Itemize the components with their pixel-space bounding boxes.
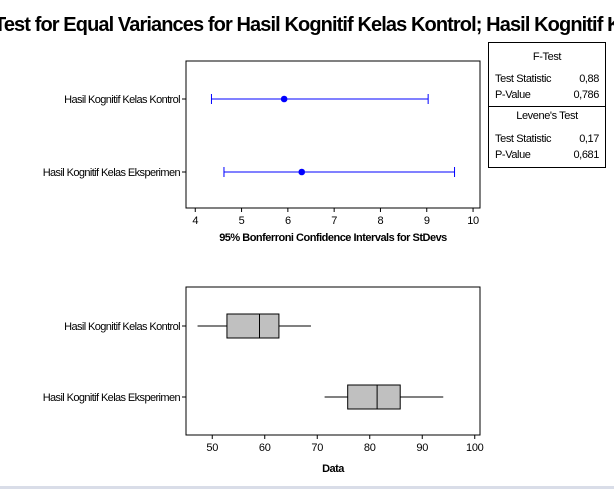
category-label: Hasil Kognitif Kelas Eksperimen: [43, 167, 181, 179]
category-label: Hasil Kognitif Kelas Eksperimen: [43, 392, 181, 404]
ci-point-estimate: [280, 95, 288, 103]
boxplot-frame: [185, 286, 481, 436]
x-tick-label: 60: [259, 442, 271, 454]
chart-title: Test for Equal Variances for Hasil Kogni…: [0, 14, 614, 36]
levene-statistic-label: Test Statistic: [495, 133, 552, 145]
iqr-box: [347, 384, 401, 410]
levene-heading: Levene's Test: [516, 110, 578, 122]
interval-plot: Hasil Kognitif Kelas Kontrol Hasil Kognit…: [43, 94, 479, 244]
x-tick-label: 90: [416, 442, 428, 454]
x-tick-label: 5: [239, 215, 245, 227]
levene-pvalue-label: P-Value: [495, 149, 531, 161]
f-test-pvalue-label: P-Value: [495, 89, 531, 101]
x-tick-label: 7: [331, 215, 337, 227]
interval-plot-frame: [185, 60, 481, 209]
x-tick-label: 8: [378, 215, 384, 227]
x-tick-label: 50: [206, 442, 218, 454]
levene-statistic-value: 0,17: [579, 133, 599, 145]
x-tick-label: 4: [192, 215, 198, 227]
stats-legend: F-Test Test Statistic 0,88 P-Value 0,786…: [488, 42, 606, 168]
boxplot-plot: Hasil Kognitif Kelas Kontrol Hasil Kognit…: [43, 313, 484, 475]
bottom-edge-strip: [0, 486, 614, 489]
category-label: Hasil Kognitif Kelas Kontrol: [64, 321, 180, 333]
f-test-heading: F-Test: [532, 51, 562, 63]
f-test-pvalue-value: 0,786: [573, 89, 599, 101]
f-test-statistic-label: Test Statistic: [495, 73, 552, 85]
f-test-statistic-value: 0,88: [579, 73, 599, 85]
levene-pvalue-value: 0,681: [573, 149, 599, 161]
x-tick-label: 9: [424, 215, 430, 227]
x-tick-label: 100: [466, 442, 484, 454]
category-label: Hasil Kognitif Kelas Kontrol: [64, 94, 180, 106]
x-tick-label: 80: [364, 442, 376, 454]
x-tick-label: 6: [285, 215, 291, 227]
ci-point-estimate: [298, 168, 306, 176]
x-axis-title: 95% Bonferroni Confidence Intervals for …: [219, 232, 447, 244]
x-axis-title: Data: [322, 463, 345, 475]
x-tick-label: 10: [467, 215, 479, 227]
stats-divider: [489, 106, 605, 107]
iqr-box: [226, 313, 280, 339]
x-tick-label: 70: [311, 442, 323, 454]
